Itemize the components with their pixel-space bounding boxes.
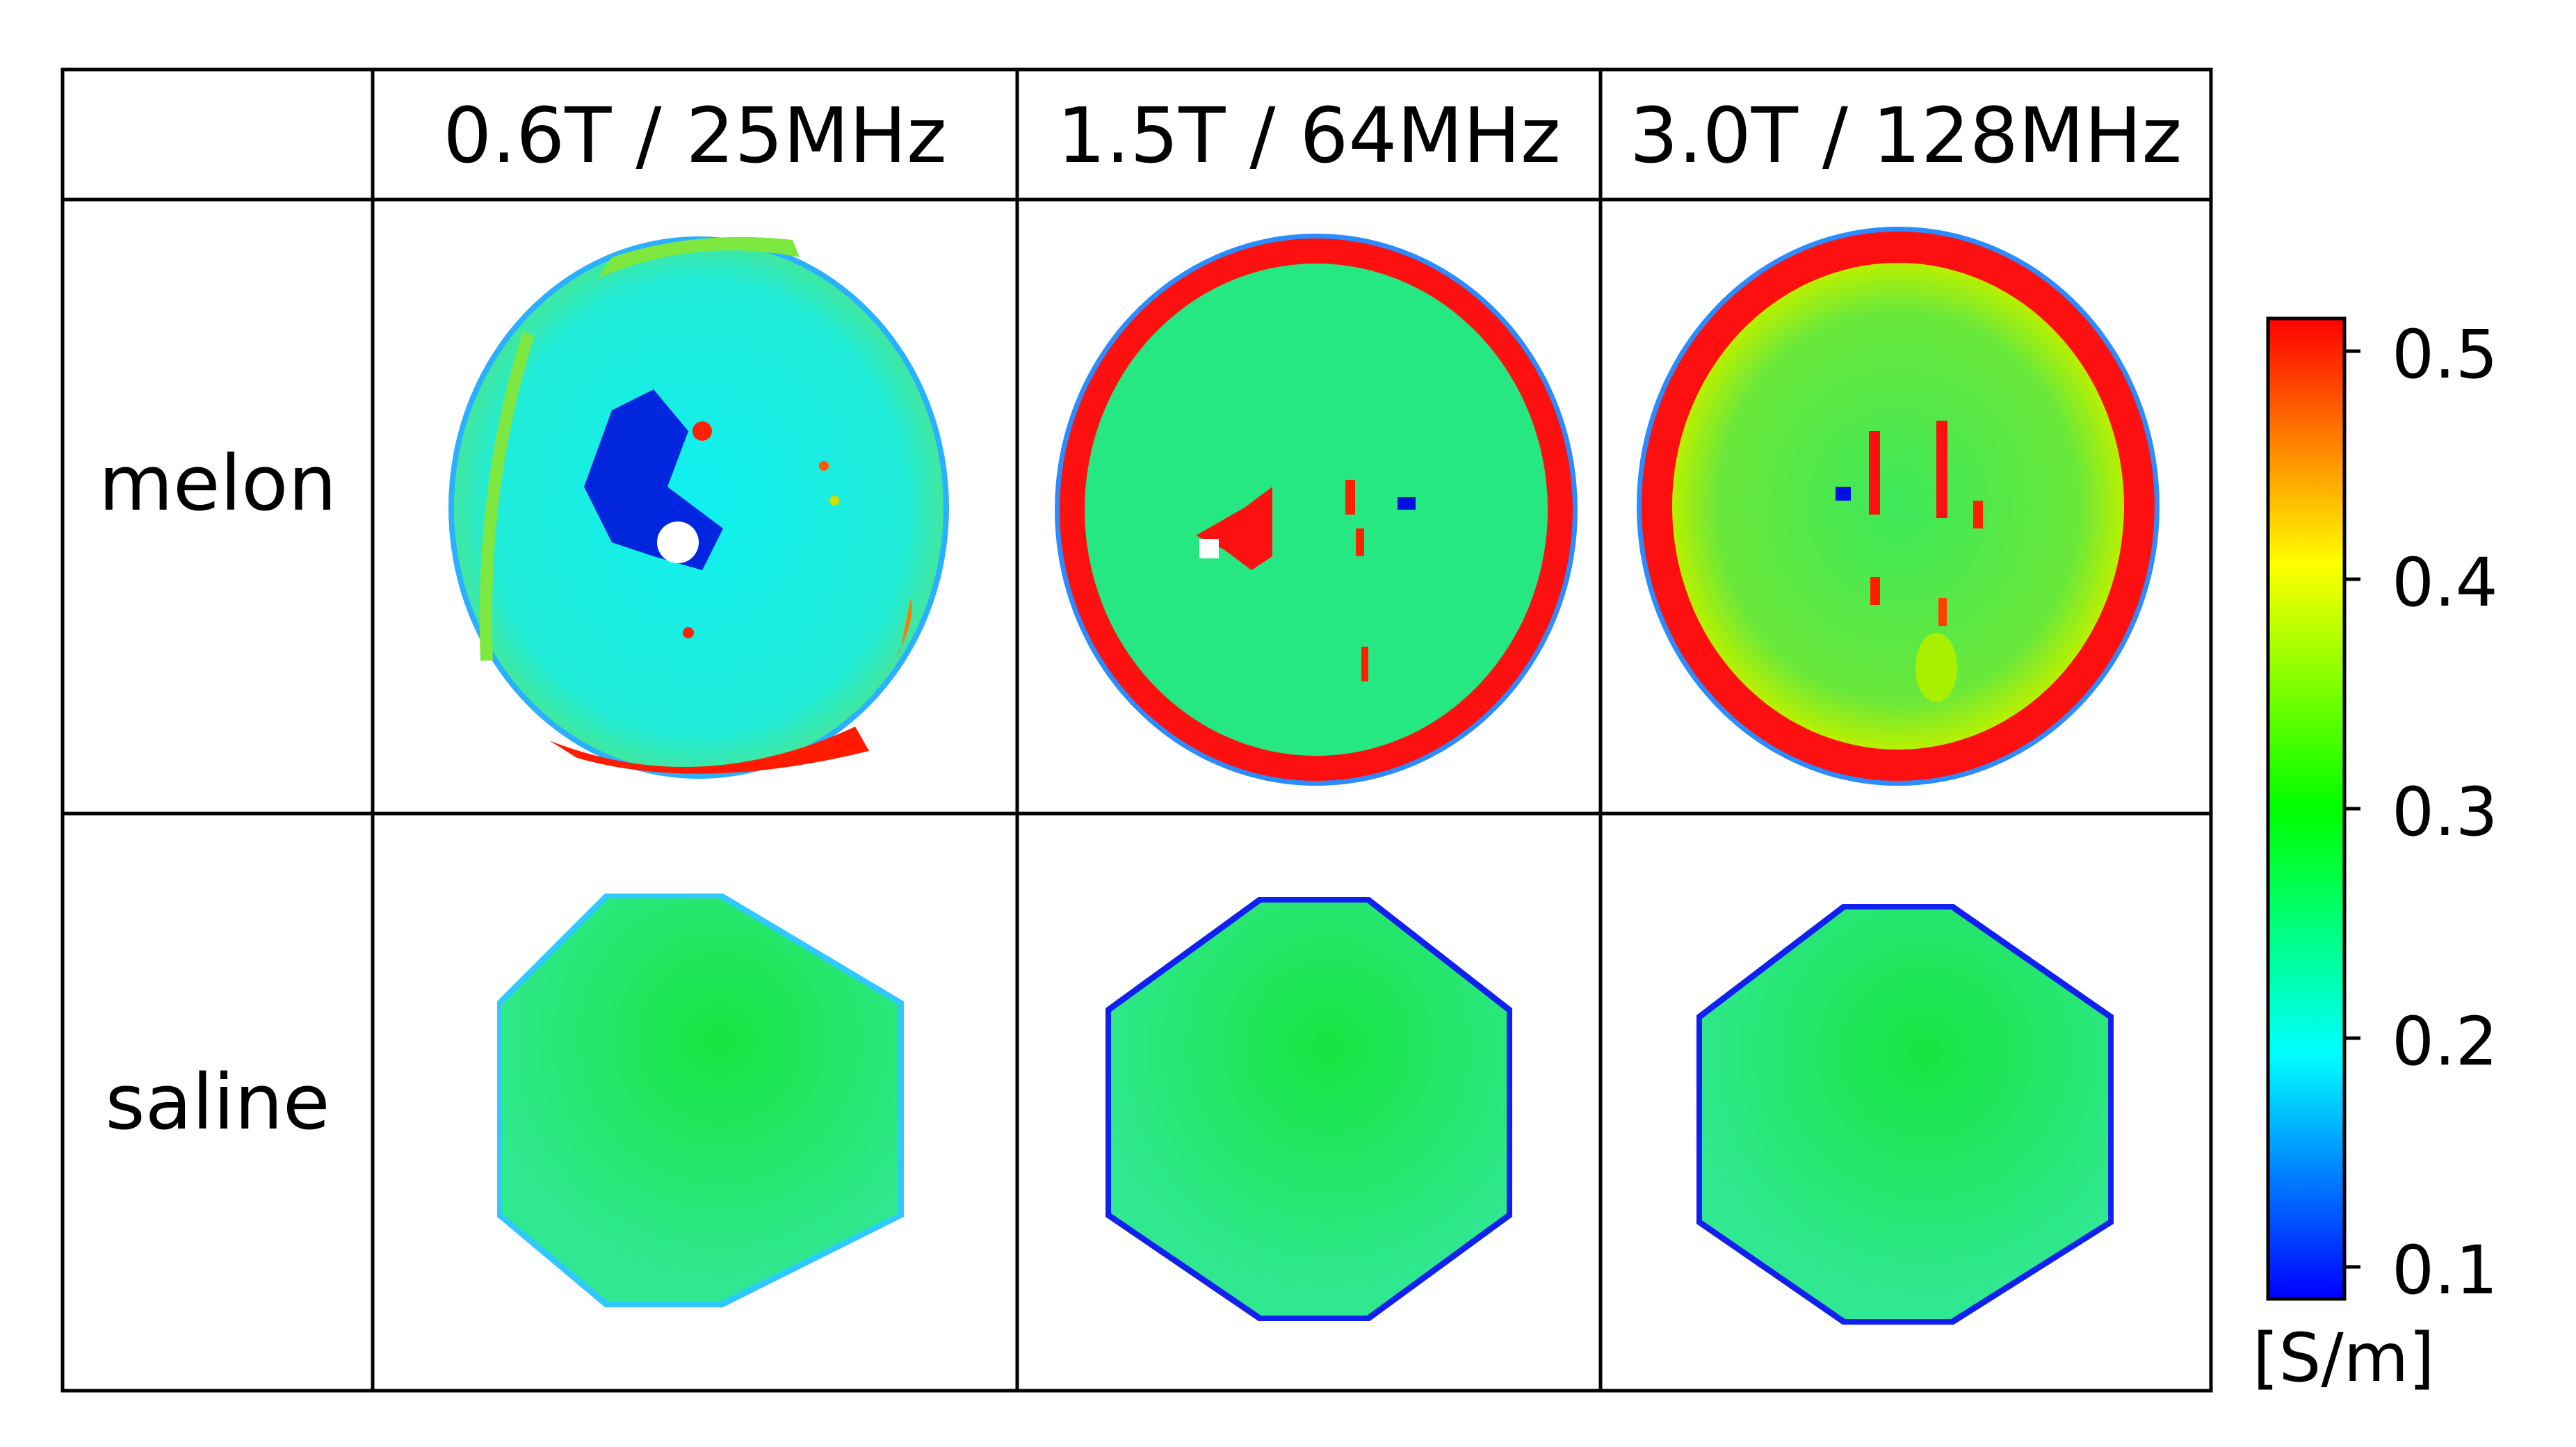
colorbar-tick-0.1: 0.1: [2392, 1231, 2498, 1309]
saline-map-3.0T: [1696, 904, 2114, 1325]
colorbar-tick-0.2: 0.2: [2392, 1003, 2498, 1081]
colorbar-tick-0.5: 0.5: [2392, 316, 2498, 394]
column-header-3.0T: 3.0T / 128MHz: [1629, 91, 2182, 180]
colorbar: [2266, 316, 2360, 1301]
colorbar-tick-0.3: 0.3: [2392, 773, 2498, 851]
saline-map-0.6T: [497, 894, 904, 1307]
row-header-melon: melon: [98, 439, 337, 528]
saline-map-1.5T: [1105, 897, 1512, 1321]
melon-map-0.6T: [448, 236, 949, 779]
column-header-1.5T: 1.5T / 64MHz: [1057, 91, 1561, 180]
row-header-saline: saline: [105, 1058, 330, 1147]
melon-map-1.5T: [1055, 234, 1578, 786]
colorbar-tick-0.4: 0.4: [2392, 544, 2498, 622]
colorbar-unit: [S/m]: [2253, 1319, 2435, 1397]
melon-map-3.0T: [1637, 227, 2160, 786]
column-header-0.6T: 0.6T / 25MHz: [443, 91, 947, 180]
table-grid: [60, 67, 2213, 1393]
